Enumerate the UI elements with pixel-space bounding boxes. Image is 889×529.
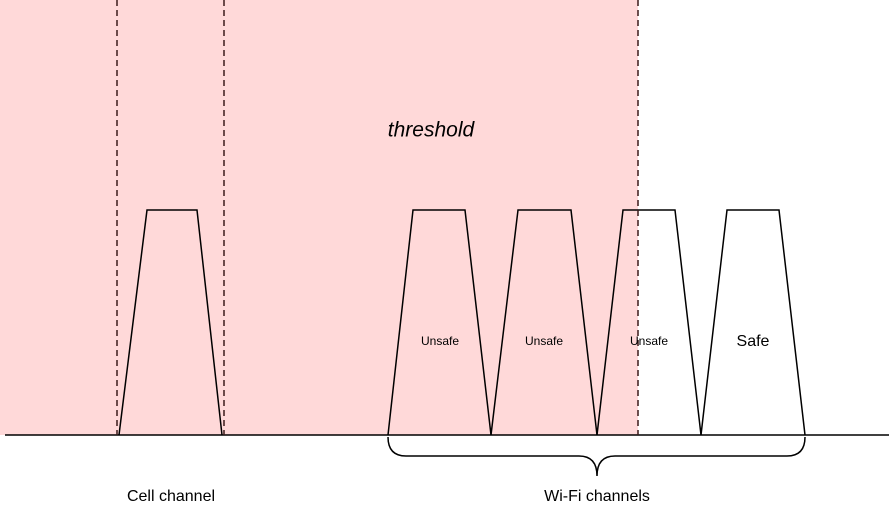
brace xyxy=(387,436,806,477)
cell-label: Cell channel xyxy=(127,488,215,505)
channel-label: Unsafe xyxy=(630,334,668,348)
wifi-channel-shape xyxy=(700,209,806,436)
threshold-label: threshold xyxy=(388,119,476,142)
wifi-label: Wi-Fi channels xyxy=(544,488,650,505)
channel-label: Safe xyxy=(737,333,770,350)
cell-channel-shape xyxy=(118,209,223,436)
channel-label: Unsafe xyxy=(525,334,563,348)
wifi-channel-shape xyxy=(596,209,702,436)
channel-label: Unsafe xyxy=(421,334,459,348)
threshold-region xyxy=(0,0,638,435)
wifi-channel-shape xyxy=(490,209,598,436)
wifi-channel-shape xyxy=(387,209,492,436)
